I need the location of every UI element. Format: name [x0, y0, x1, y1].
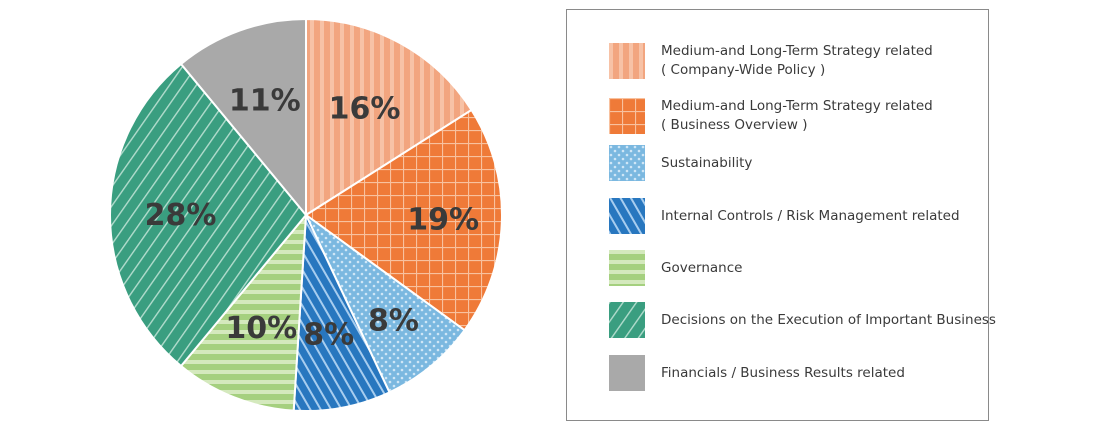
- legend-label: Financials / Business Results related: [661, 364, 905, 383]
- slice-label: 19%: [407, 202, 479, 237]
- legend-swatch: [609, 355, 645, 391]
- legend-swatch: [609, 98, 645, 134]
- legend-item: Governance: [609, 250, 742, 286]
- legend-label-line: Financials / Business Results related: [661, 364, 905, 381]
- legend-label-line: Sustainability: [661, 154, 753, 171]
- legend-item: Financials / Business Results related: [609, 355, 905, 391]
- legend-label-line: ( Company-Wide Policy ): [661, 62, 826, 78]
- legend-label-line: Medium-and Long-Term Strategy related: [661, 98, 933, 114]
- pie-slice: [305, 17, 473, 217]
- legend-label: Internal Controls / Risk Management rela…: [661, 207, 960, 226]
- legend-item: Medium-and Long-Term Strategy related ( C…: [609, 42, 933, 80]
- legend-swatch: [609, 198, 645, 234]
- legend-swatch: [609, 302, 645, 338]
- slice-label: 8%: [303, 317, 354, 352]
- legend-item: Decisions on the Execution of Important …: [609, 302, 996, 338]
- legend-label: Medium-and Long-Term Strategy related ( B…: [661, 97, 933, 135]
- legend-swatch: [609, 250, 645, 286]
- pie-chart: 16%19%8%8%10%28%11%: [109, 17, 503, 412]
- legend-label: Medium-and Long-Term Strategy related ( C…: [661, 42, 933, 80]
- legend-label-line: Governance: [661, 259, 743, 276]
- legend-item: Medium-and Long-Term Strategy related ( B…: [609, 97, 933, 135]
- pie-slice: [305, 214, 466, 394]
- pie-slice: [179, 211, 308, 412]
- slice-label: 8%: [368, 304, 419, 339]
- pie-slice: [109, 62, 308, 368]
- legend-label-line: Internal Controls / Risk Management rela…: [661, 207, 960, 224]
- pie-slice: [179, 17, 307, 218]
- slice-label: 11%: [229, 84, 301, 119]
- legend-label-line: Medium-and Long-Term Strategy related: [661, 43, 933, 59]
- legend-label: Sustainability: [661, 154, 752, 173]
- pie-slice: [292, 214, 391, 412]
- legend-label-line: Decisions on the Execution of Important …: [661, 311, 996, 328]
- slice-label: 16%: [329, 92, 401, 127]
- legend-label: Governance: [661, 259, 742, 278]
- pie-slice: [304, 108, 503, 332]
- legend-label: Decisions on the Execution of Important …: [661, 311, 996, 330]
- legend: Medium-and Long-Term Strategy related ( C…: [566, 9, 996, 421]
- legend-item: Sustainability: [609, 145, 752, 181]
- slice-label: 28%: [145, 198, 217, 233]
- legend-swatch: [609, 145, 645, 181]
- legend-label-line: ( Business Overview ): [661, 117, 808, 133]
- legend-swatch: [609, 43, 645, 79]
- legend-item: Internal Controls / Risk Management rela…: [609, 198, 960, 234]
- slice-label: 10%: [225, 311, 297, 346]
